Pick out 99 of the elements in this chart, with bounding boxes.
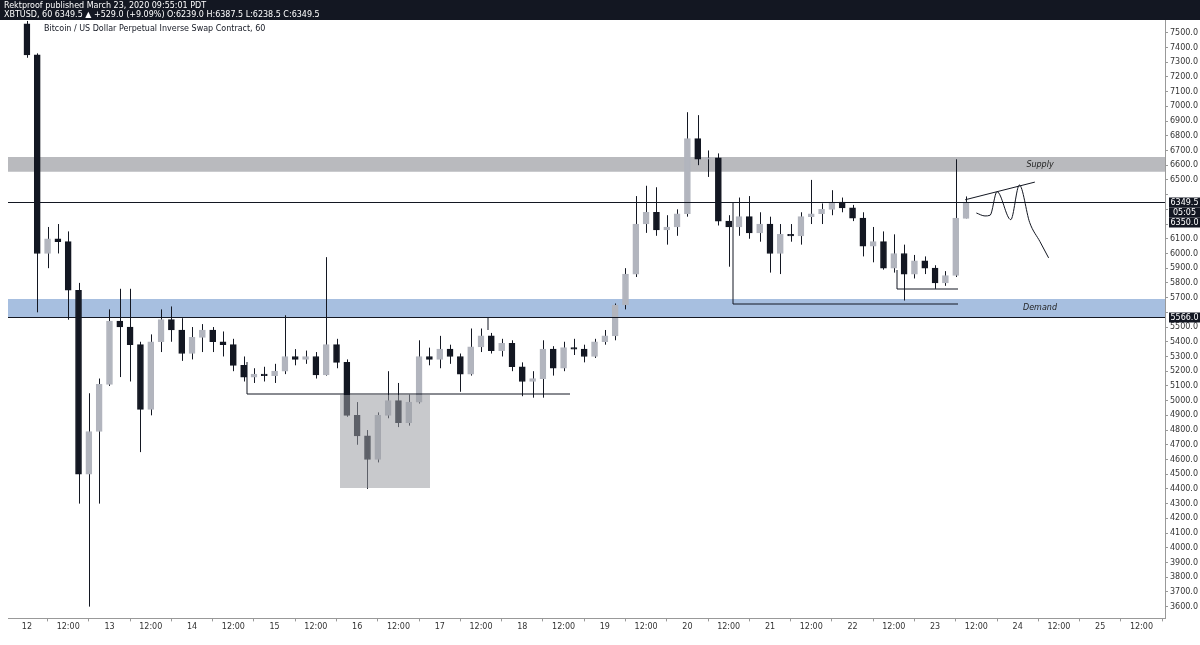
y-tick-label: 6800.0 — [1170, 130, 1198, 140]
text: 05:05 — [1172, 207, 1197, 217]
x-tick-label: 12:00 — [469, 622, 493, 632]
candlestick — [457, 353, 464, 393]
y-tick-label: 5200.0 — [1170, 366, 1198, 376]
text: Bitcoin / US Dollar Perpetual Inverse Swap Contract, 60 — [44, 23, 266, 33]
candlestick — [869, 226, 877, 263]
y-tick-label: 5900.0 — [1170, 263, 1198, 273]
candlestick — [560, 341, 567, 372]
candlestick — [549, 345, 557, 377]
band-label: Supply — [1026, 159, 1054, 169]
x-tick-label: 16 — [352, 622, 363, 632]
candlestick — [911, 254, 918, 279]
candlestick — [240, 355, 247, 382]
chart-subtitle: Rektproof published March 23, 2020 09:55:01 PDT — [4, 1, 207, 10]
candlestick — [333, 338, 340, 369]
y-tick-label: 4200.0 — [1170, 513, 1198, 523]
candlestick — [756, 211, 763, 243]
x-tick-label: 12:00 — [717, 622, 741, 632]
text: XBTUSD, 60 6349.5 ▲ +529.0 (+9.09%) O:6239.0 H:6387.5 L:6238.5 C:6349.5 — [4, 10, 321, 19]
x-tick-label: 12:00 — [799, 622, 823, 632]
candlestick — [271, 363, 278, 384]
y-tick-label: 6500.0 — [1170, 174, 1198, 184]
candlestick — [405, 394, 413, 427]
x-tick-label: 12:00 — [634, 622, 658, 632]
y-tick-label: 5400.0 — [1170, 336, 1198, 346]
candlestick — [436, 335, 444, 369]
candlestick — [890, 233, 898, 274]
y-tick-label: 3700.0 — [1170, 586, 1198, 596]
y-tick-label: 3600.0 — [1170, 601, 1198, 611]
y-tick-label: 7500.0 — [1170, 27, 1198, 37]
x-tick-label: 19 — [599, 622, 610, 632]
x-tick-label: 12:00 — [221, 622, 245, 632]
candlestick — [384, 370, 392, 419]
y-tick-label: 7400.0 — [1170, 42, 1198, 52]
x-tick-label: 18 — [517, 622, 528, 632]
y-tick-label: 4400.0 — [1170, 483, 1198, 493]
x-tick-label: 12:00 — [1047, 622, 1071, 632]
y-tick-label: 5000.0 — [1170, 395, 1198, 405]
y-tick-label: 7300.0 — [1170, 57, 1198, 67]
ref-line-label: 6349.5 — [1170, 197, 1199, 207]
y-tick-label: 7200.0 — [1170, 71, 1198, 81]
x-tick-label: 14 — [186, 622, 198, 632]
y-tick-label: 6600.0 — [1170, 160, 1198, 170]
candlestick — [209, 326, 217, 353]
candlestick — [219, 330, 227, 357]
y-tick-label: 5300.0 — [1170, 351, 1198, 361]
x-tick-label: 12:00 — [1129, 622, 1154, 632]
candlestick — [54, 223, 62, 254]
x-tick-label: 23 — [930, 622, 941, 632]
y-tick-label: 6100.0 — [1170, 233, 1198, 243]
x-tick-label: 20 — [682, 622, 693, 632]
candlestick — [229, 338, 237, 372]
candlestick — [694, 114, 702, 166]
y-tick-label: 5500.0 — [1170, 322, 1198, 332]
candlestick — [44, 226, 51, 269]
y-tick-label: 5100.0 — [1170, 380, 1198, 390]
x-tick-label: 13 — [104, 622, 115, 632]
x-tick-label: 22 — [847, 622, 858, 632]
candlestick — [591, 338, 598, 359]
y-tick-label: 4100.0 — [1170, 528, 1198, 538]
x-tick-label: 12:00 — [304, 622, 328, 632]
y-tick-label: 6000.0 — [1170, 248, 1198, 258]
y-tick-label: 6900.0 — [1170, 116, 1198, 126]
candlestick — [725, 214, 733, 268]
x-tick-label: 12:00 — [552, 622, 576, 632]
y-tick-label: 5800.0 — [1170, 277, 1198, 287]
y-tick-label: 5700.0 — [1170, 292, 1198, 302]
candlestick — [518, 361, 526, 397]
x-tick-label: 12:00 — [386, 622, 410, 632]
ref-line-label: 5566.0 — [1170, 312, 1199, 322]
x-tick-label: 12:00 — [882, 622, 906, 632]
x-tick-label: 12 — [21, 622, 33, 632]
x-tick-label: 12:00 — [964, 622, 988, 632]
x-tick-label: 17 — [434, 622, 445, 632]
x-tick-label: 25 — [1095, 622, 1106, 632]
y-tick-label: 4900.0 — [1170, 410, 1198, 420]
x-tick-label: 12:00 — [139, 622, 163, 632]
y-tick-label: 4500.0 — [1170, 469, 1198, 479]
y-tick-label: 7000.0 — [1170, 101, 1198, 111]
text: 6350.0 — [1170, 217, 1199, 227]
y-tick-label: 4700.0 — [1170, 439, 1198, 449]
y-tick-label: 4300.0 — [1170, 498, 1198, 508]
y-tick-label: 7100.0 — [1170, 86, 1198, 96]
x-tick-label: 12:00 — [56, 622, 80, 632]
y-tick-label: 4800.0 — [1170, 425, 1198, 435]
candlestick — [199, 323, 206, 353]
x-tick-label: 21 — [764, 622, 776, 632]
y-tick-label: 4000.0 — [1170, 542, 1198, 552]
y-tick-label: 6700.0 — [1170, 145, 1198, 155]
band-label: Demand — [1023, 303, 1058, 313]
candlestick — [776, 223, 784, 275]
x-tick-label: 24 — [1012, 622, 1023, 632]
y-tick-label: 3900.0 — [1170, 557, 1198, 567]
candlestick — [488, 332, 495, 355]
x-tick-label: 15 — [269, 622, 280, 632]
candlestick — [529, 370, 536, 399]
y-tick-label: 3800.0 — [1170, 572, 1198, 582]
y-tick-label: 4600.0 — [1170, 454, 1198, 464]
